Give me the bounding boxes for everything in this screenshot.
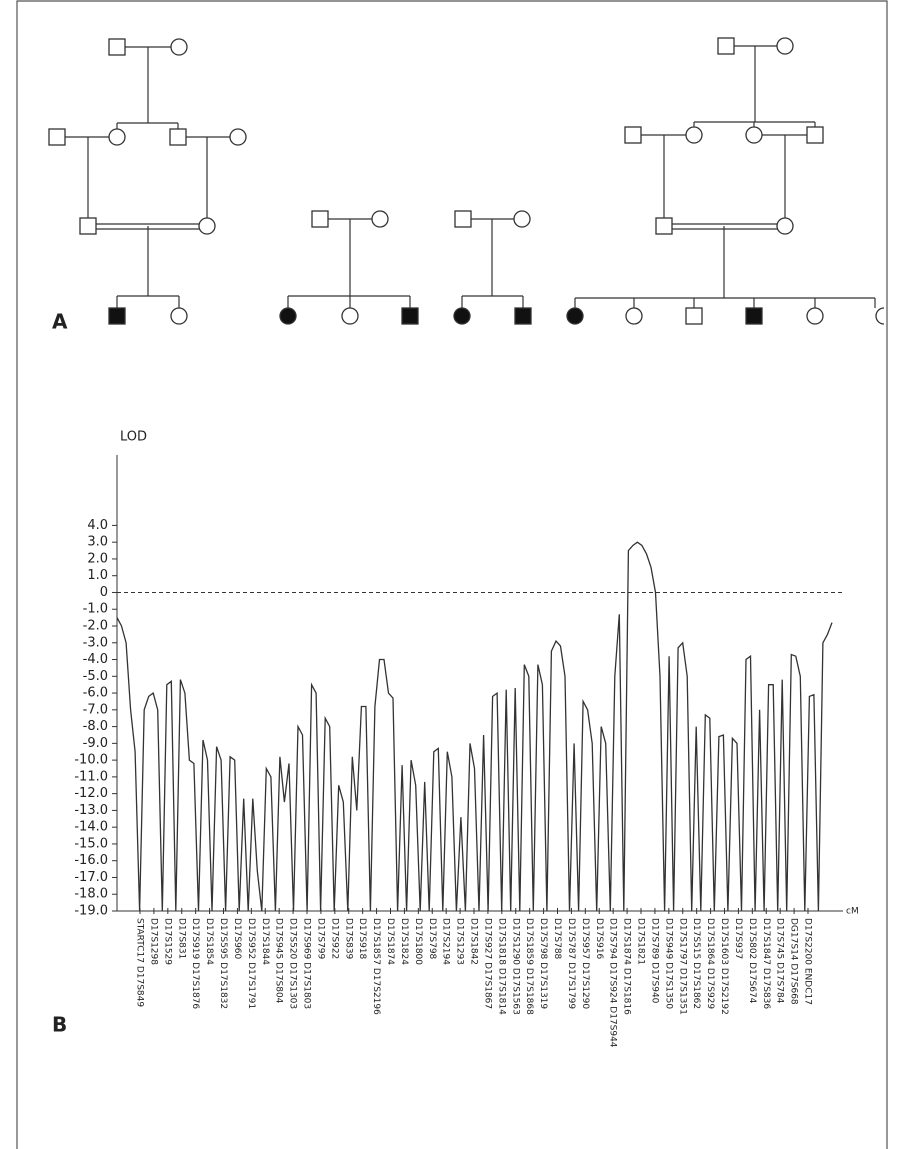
y-tick-label: -9.0 [83,736,108,751]
lod-curve [116,541,833,912]
y-tick-label: -14.0 [74,820,108,835]
y-tick-label: 4.0 [87,518,108,533]
marker-label: D17S949 D17S1350 [663,918,673,1009]
marker-label: D17S916 [594,918,604,960]
y-tick-label: 3.0 [87,535,108,550]
frame [16,0,888,1149]
marker-label: D17S745 D17S784 [775,918,785,1004]
y-tick-label: -16.0 [74,853,108,868]
pedigrees [48,37,885,325]
y-tick-label: -1.0 [83,602,108,617]
marker-label: STARTC17 D17S849 [135,918,145,1007]
marker-label: DG17S14 D17S668 [789,918,799,1005]
marker-label: D17S945 D17S804 [274,918,284,1004]
marker-label: D17S1800 [413,918,423,965]
marker-label: D17S839 [343,918,353,960]
y-tick-label: -8.0 [83,719,108,734]
marker-label: D17S922 [329,918,339,959]
marker-label: D17S787 D17S1799 [566,918,576,1009]
marker-label: D17S799 [315,918,325,960]
marker-label: D17S1859 D17S1868 [524,918,534,1015]
marker-label: D17S1842 [469,918,479,965]
marker-label: D17S1290 D17S1563 [510,918,520,1015]
marker-label: D17S1844 [260,918,270,965]
y-tick-label: -5.0 [83,669,108,684]
y-tick-label: 0 [100,585,108,600]
marker-label: D17S794 D17S924 D17S944 [608,918,618,1048]
marker-label: D17S927 D17S1867 [482,918,492,1009]
marker-label: D17S1818 D17S1814 [496,918,506,1015]
marker-label: D17S595 D17S1832 [218,918,228,1009]
marker-label: D17S969 D17S1803 [302,918,312,1009]
marker-label: D17S515 D17S1862 [691,918,701,1009]
y-axis-label: LOD [120,430,147,445]
y-tick-label: 2.0 [87,551,108,566]
marker-label: D17S788 [552,918,562,960]
marker-label: D17S798 D17S1319 [538,918,548,1009]
marker-label: D17S1797 D17S1351 [677,918,687,1015]
y-tick-label: -13.0 [74,803,108,818]
y-tick-label: -10.0 [74,753,108,768]
marker-label: D17S2200 ENDC17 [803,918,813,1005]
panel-label: A [52,310,68,334]
marker-label: D17S1298 [148,918,158,965]
y-tick-label: -19.0 [74,904,108,919]
y-tick-label: -4.0 [83,652,108,667]
marker-label: D17S1529 [162,918,172,965]
y-tick-label: 1.0 [87,568,108,583]
y-tick-label: -6.0 [83,686,108,701]
marker-label: D17S831 [176,918,186,959]
y-tick-label: -17.0 [74,870,108,885]
marker-label: D17S957 D17S1290 [580,918,590,1009]
marker-label: D17S937 [733,918,743,959]
marker-label: D17S1847 D17S836 [761,918,771,1009]
y-tick-label: -12.0 [74,786,108,801]
x-axis-label: cM [846,907,859,917]
marker-label: D17S919 D17S1876 [190,918,200,1009]
marker-label: D17S789 D17S940 [649,918,659,1004]
marker-label: D17S802 D17S674 [747,918,757,1004]
y-tick-label: -15.0 [74,836,108,851]
y-tick-label: -18.0 [74,887,108,902]
marker-label: D17S1874 D17S1816 [622,918,632,1015]
marker-label: D17S1864 D17S929 [705,918,715,1009]
panel-label: B [52,1013,67,1037]
marker-label: D17S1854 [204,918,214,965]
marker-label: D17S960 [232,918,242,960]
marker-label: D17S1857 D17S2196 [371,918,381,1015]
marker-label: D17S1293 [455,918,465,965]
marker-label: D17S1603 D17S2192 [719,918,729,1015]
marker-label: D17S798 [427,918,437,960]
marker-label: D17S520 D17S1303 [288,918,298,1009]
marker-label: D17S918 [357,918,367,960]
marker-label: D17S952 D17S1791 [246,918,256,1009]
y-tick-label: -7.0 [83,702,108,717]
y-tick-label: -3.0 [83,635,108,650]
marker-label: D17S1824 [399,918,409,965]
marker-label: D17S1874 [385,918,395,965]
y-tick-label: -11.0 [74,769,108,784]
marker-label: D17S2194 [441,918,451,965]
y-tick-label: -2.0 [83,619,108,634]
marker-label: D17S1821 [636,918,646,965]
